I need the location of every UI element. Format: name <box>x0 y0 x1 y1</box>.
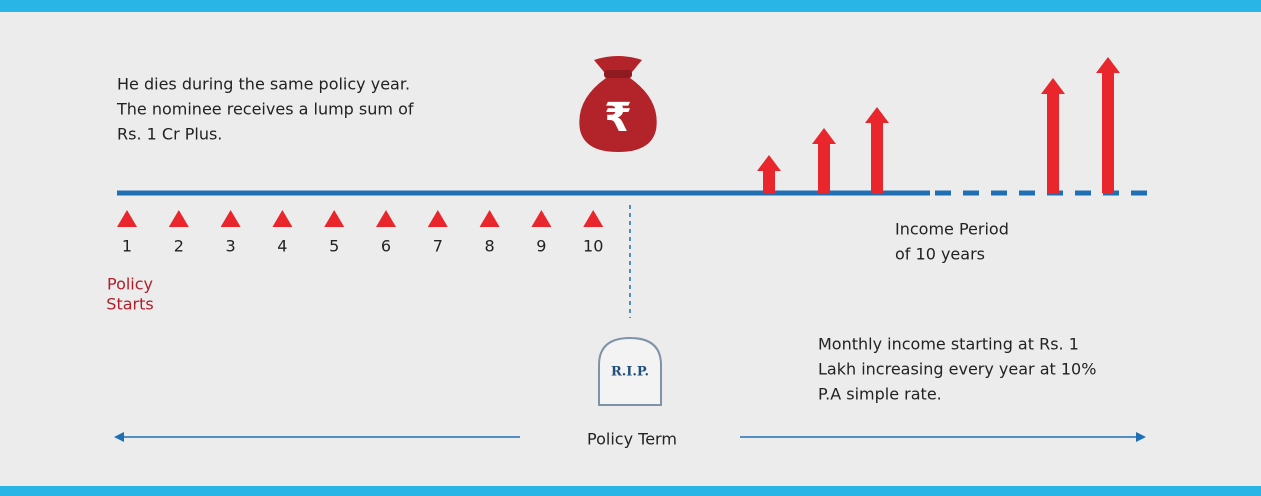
year-label: 9 <box>536 237 546 256</box>
year-label: 4 <box>277 237 287 256</box>
year-label: 5 <box>329 237 339 256</box>
income-arrow <box>1096 57 1120 193</box>
year-label: 6 <box>381 237 391 256</box>
income-arrows <box>757 57 1120 193</box>
start-label: Starts <box>106 295 153 314</box>
description-line: He dies during the same policy year. <box>117 75 410 94</box>
money-bag: ₹ <box>579 56 657 152</box>
description-line: The nominee receives a lump sum of <box>116 100 414 119</box>
policy-term: Policy Term <box>587 430 677 449</box>
income-note: Lakh increasing every year at 10% <box>818 360 1096 379</box>
income-note: Monthly income starting at Rs. 1 <box>818 335 1079 354</box>
arrow-head <box>114 432 124 442</box>
year-marker <box>376 210 396 227</box>
income-note: P.A simple rate. <box>818 385 942 404</box>
top-band <box>0 0 1261 12</box>
income-arrow <box>812 128 836 193</box>
description-line: Rs. 1 Cr Plus. <box>117 125 222 144</box>
year-marker <box>220 210 241 227</box>
arrow-head <box>1136 432 1146 442</box>
year-label: 3 <box>226 237 236 256</box>
year-marker <box>272 210 293 227</box>
year-label: 8 <box>485 237 495 256</box>
year-marker <box>117 210 137 227</box>
bottom-band <box>0 486 1261 496</box>
year-marker <box>168 210 189 227</box>
year-label: 1 <box>122 237 132 256</box>
start-label: Policy <box>107 275 153 294</box>
year-marker <box>479 210 500 227</box>
tombstone: R.I.P. <box>598 336 662 406</box>
year-marker <box>427 210 448 227</box>
year-marker <box>531 210 552 227</box>
year-label: 2 <box>174 237 184 256</box>
income-period: Income Period <box>895 220 1009 239</box>
year-marker <box>324 210 345 227</box>
years: 1 2 3 4 5 6 7 8 9 10 <box>117 210 603 256</box>
tombstone-text: R.I.P. <box>611 365 649 380</box>
year-label: 7 <box>433 237 443 256</box>
income-arrow <box>1041 78 1065 193</box>
income-arrow <box>865 107 889 193</box>
income-period: of 10 years <box>895 245 985 264</box>
year-marker <box>583 210 604 227</box>
year-label: 10 <box>583 237 603 256</box>
income-arrow <box>757 155 781 193</box>
rupee-symbol: ₹ <box>604 95 632 141</box>
